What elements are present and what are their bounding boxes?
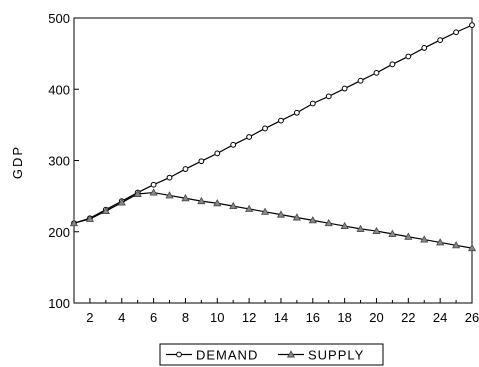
demand-point — [341, 85, 348, 92]
x-tick-label: 10 — [210, 310, 224, 325]
legend-item-supply: SUPPLY — [278, 348, 364, 363]
legend-swatch-marker — [286, 350, 296, 358]
demand-point — [421, 45, 428, 51]
x-axis: 2 4 6 8 10 12 14 16 18 20 22 24 26 — [73, 298, 479, 325]
x-tick-label: 20 — [369, 310, 383, 325]
demand-point — [214, 150, 221, 157]
demand-point — [198, 158, 205, 165]
y-tick-label: 200 — [48, 225, 70, 240]
x-tick-label: 4 — [118, 310, 125, 325]
x-tick-label: 26 — [465, 310, 479, 325]
demand-point — [230, 141, 237, 148]
supply-point — [276, 210, 286, 218]
demand-point — [389, 61, 396, 68]
legend-swatch-marker — [176, 351, 182, 358]
demand-point — [373, 69, 380, 76]
legend-box — [159, 343, 384, 366]
demand-point — [405, 53, 412, 60]
y-tick-label: 400 — [48, 82, 70, 97]
legend: DEMAND SUPPLY — [159, 343, 384, 366]
plot-frame — [73, 17, 473, 304]
supply-point — [436, 238, 445, 246]
legend-label: SUPPLY — [308, 348, 364, 363]
supply-line — [73, 191, 473, 249]
x-tick-label: 12 — [242, 310, 256, 325]
demand-point — [357, 77, 364, 84]
series-demand — [71, 22, 475, 227]
plot-border — [73, 17, 473, 304]
y-axis: 100 200 300 400 500 — [48, 11, 79, 311]
supply-point — [356, 224, 365, 232]
y-tick-label: 300 — [48, 154, 70, 169]
x-tick-label: 14 — [274, 310, 288, 325]
supply-point — [101, 206, 110, 215]
supply-point — [245, 204, 254, 212]
series-supply — [69, 188, 477, 252]
x-tick-label: 6 — [150, 310, 157, 325]
x-tick-label: 22 — [401, 310, 415, 325]
demand-point — [453, 29, 459, 36]
supply-point — [85, 214, 95, 222]
demand-point — [309, 100, 316, 107]
supply-point — [69, 218, 79, 227]
x-tick-label: 2 — [86, 310, 93, 325]
x-tick-label: 16 — [306, 310, 320, 325]
supply-point — [117, 198, 126, 206]
supply-point — [388, 229, 397, 237]
supply-point — [165, 191, 174, 199]
y-tick-label: 100 — [48, 296, 70, 311]
legend-item-demand: DEMAND — [166, 348, 258, 363]
supply-point — [420, 235, 429, 243]
demand-point — [246, 134, 253, 140]
supply-point — [324, 218, 333, 227]
series-layer — [69, 22, 477, 252]
y-axis-title: GDP — [10, 145, 25, 179]
supply-point — [308, 216, 317, 224]
supply-point — [260, 207, 270, 215]
demand-point — [150, 181, 157, 188]
demand-point — [182, 166, 189, 172]
supply-point — [340, 221, 349, 230]
y-tick-label: 500 — [48, 11, 70, 26]
x-tick-label: 18 — [337, 310, 351, 325]
demand-point — [166, 174, 173, 181]
legend-label: DEMAND — [196, 348, 258, 363]
demand-point — [437, 37, 444, 43]
supply-point — [133, 189, 142, 197]
demand-line — [73, 24, 473, 224]
supply-point — [229, 201, 238, 210]
x-tick-label: 24 — [433, 310, 447, 325]
demand-point — [278, 117, 284, 124]
supply-point — [197, 196, 206, 205]
demand-point — [325, 93, 332, 100]
supply-point — [149, 188, 158, 196]
demand-point — [469, 22, 475, 29]
x-tick-label: 8 — [182, 310, 189, 325]
demand-point — [262, 125, 268, 132]
demand-point — [293, 109, 300, 116]
supply-point — [213, 199, 222, 207]
supply-point — [467, 243, 477, 252]
supply-point — [292, 213, 301, 221]
supply-point — [372, 226, 381, 234]
supply-point — [451, 241, 461, 249]
supply-point — [181, 194, 190, 202]
supply-point — [404, 232, 413, 240]
